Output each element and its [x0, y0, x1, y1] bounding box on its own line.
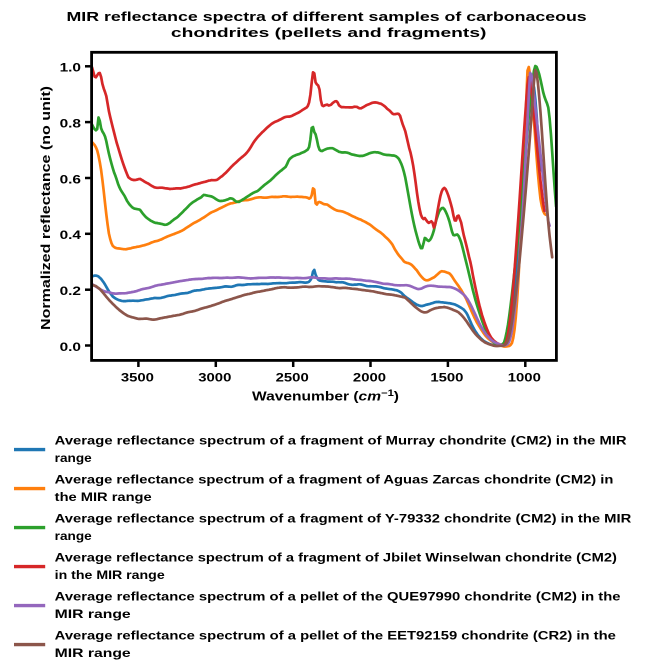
svg-text:3500: 3500: [121, 370, 154, 384]
svg-text:0.8: 0.8: [60, 117, 82, 131]
svg-text:0.4: 0.4: [60, 228, 82, 242]
svg-text:0.6: 0.6: [60, 172, 82, 186]
svg-text:2500: 2500: [276, 370, 309, 384]
svg-text:Wavenumber (cm−1): Wavenumber (cm −1): [252, 388, 399, 404]
svg-text:0.2: 0.2: [60, 284, 82, 298]
svg-text:1.0: 1.0: [60, 61, 82, 75]
svg-text:MIR range: MIR range: [55, 609, 131, 621]
svg-text:1000: 1000: [508, 370, 541, 384]
svg-text:chondrites (pellets and fragme: chondrites (pellets and fragments): [171, 25, 487, 40]
svg-text:range: range: [55, 453, 92, 465]
svg-text:1500: 1500: [430, 370, 463, 384]
svg-text:Average reflectance spectrum o: Average reflectance spectrum of a fragme…: [55, 474, 614, 486]
svg-text:0.0: 0.0: [60, 340, 82, 354]
svg-text:the MIR range: the MIR range: [55, 492, 152, 504]
svg-text:Average reflectance spectrum o: Average reflectance spectrum of a fragme…: [55, 552, 617, 564]
svg-text:3000: 3000: [198, 370, 231, 384]
svg-text:MIR reflectance spectra of dif: MIR reflectance spectra of different sam…: [67, 9, 587, 24]
svg-text:Normalized reflectance (no uni: Normalized reflectance (no unit): [39, 86, 53, 330]
svg-text:Average reflectance spectrum o: Average reflectance spectrum of a pellet…: [55, 591, 621, 603]
svg-text:Average reflectance spectrum o: Average reflectance spectrum of a pellet…: [55, 630, 616, 642]
svg-text:Average reflectance spectrum o: Average reflectance spectrum of a fragme…: [55, 513, 632, 525]
svg-text:2000: 2000: [353, 370, 386, 384]
svg-text:Average reflectance spectrum o: Average reflectance spectrum of a fragme…: [55, 435, 628, 447]
svg-text:MIR range: MIR range: [55, 648, 131, 660]
svg-text:range: range: [55, 531, 92, 543]
svg-text:in the MIR range: in the MIR range: [55, 570, 165, 582]
